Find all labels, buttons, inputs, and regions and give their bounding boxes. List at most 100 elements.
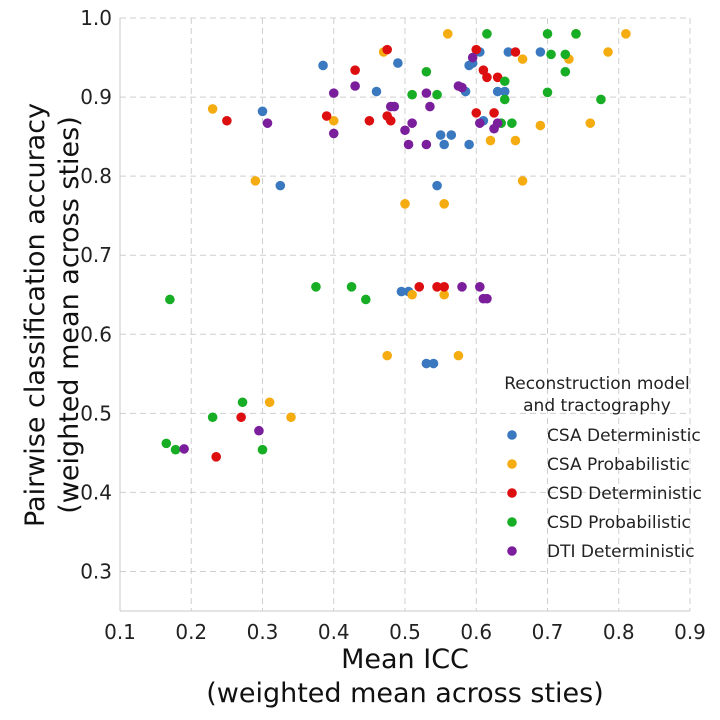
x-axis-title-line1: Mean ICC [341,644,469,675]
point-csa-probabilistic [382,350,392,361]
y-tick-label: 0.8 [80,164,112,188]
point-csa-deterministic [439,139,449,150]
point-csd-deterministic [478,65,489,75]
point-csd-deterministic [439,282,449,292]
point-csd-probabilistic [546,49,556,60]
point-csd-probabilistic [170,444,181,455]
x-tick-label: 0.5 [389,620,421,644]
point-csa-probabilistic [286,412,296,423]
legend-marker-dti-deterministic [507,546,517,556]
point-dti-deterministic [457,282,467,292]
point-csa-probabilistic [328,115,339,126]
point-csd-deterministic [414,282,425,292]
legend-marker-csa-probabilistic [507,459,517,469]
point-csa-deterministic [432,180,442,191]
y-axis-title-line2: (weighted mean across sties) [54,116,85,514]
point-dti-deterministic [467,52,478,63]
y-tick-label: 0.7 [80,243,112,267]
legend-label-dti-deterministic: DTI Deterministic [547,542,695,562]
point-dti-deterministic [328,128,339,139]
point-csa-probabilistic [264,397,275,408]
x-tick-label: 0.1 [104,620,136,644]
point-csd-probabilistic [482,29,492,39]
point-csd-deterministic [350,65,360,75]
legend-items: CSA Deterministic CSA Probabilistic CSD De… [507,426,702,562]
x-tick-label: 0.6 [460,620,492,644]
grid [120,17,691,611]
point-csd-probabilistic [237,397,248,408]
point-csd-probabilistic [432,89,442,100]
point-csa-deterministic [535,47,546,57]
point-csd-deterministic [471,108,482,118]
point-csd-probabilistic [207,412,218,423]
point-dti-deterministic [389,101,400,112]
point-csd-deterministic [471,44,482,55]
y-tick-label: 0.9 [80,85,112,109]
point-csa-probabilistic [510,135,521,146]
y-tick-label: 0.5 [80,401,112,425]
legend-label-csa-probabilistic: CSA Probabilistic [547,455,690,475]
point-csa-probabilistic [250,176,261,186]
point-csa-probabilistic [439,199,449,209]
legend-label-csa-deterministic: CSA Deterministic [547,426,701,446]
point-csd-probabilistic [165,294,175,305]
y-tick-label: 0.4 [80,480,112,504]
legend-title-line1: Reconstruction model [504,374,690,394]
point-csd-deterministic [385,115,396,126]
point-csa-deterministic [428,358,439,369]
y-axis-title-line1: Pairwise classification accuracy [20,103,51,527]
point-csd-probabilistic [257,444,268,455]
point-csd-probabilistic [346,282,357,292]
point-csd-deterministic [489,108,499,118]
point-csa-probabilistic [517,176,528,186]
point-csd-deterministic [482,72,492,83]
point-csa-probabilistic [535,120,546,131]
point-csd-probabilistic [499,76,510,87]
legend: Reconstruction model and tractography CS… [504,374,702,562]
point-csd-deterministic [510,47,521,57]
y-tick-label: 0.3 [80,559,112,583]
legend-marker-csd-deterministic [507,488,517,498]
legend-title-line2: and tractography [523,396,671,416]
point-csd-deterministic [236,412,246,423]
point-csd-probabilistic [161,438,172,449]
x-tick-labels: 0.1 0.2 0.3 0.4 0.5 0.6 0.7 0.8 0.9 [104,620,706,644]
point-csa-probabilistic [439,289,449,300]
point-csd-deterministic [321,111,332,121]
legend-label-csd-deterministic: CSD Deterministic [547,484,702,504]
point-csa-deterministic [503,47,514,57]
point-csa-probabilistic [207,104,218,114]
point-csd-deterministic [382,44,392,55]
point-csa-probabilistic [621,29,631,39]
x-axis-title-line2: (weighted mean across sties) [206,678,604,709]
point-csd-deterministic [492,72,503,83]
legend-marker-csd-probabilistic [507,517,517,527]
point-dti-deterministic [328,88,339,98]
point-csa-deterministic [257,106,268,117]
legend-label-csd-probabilistic: CSD Probabilistic [547,513,691,533]
point-dti-deterministic [425,101,435,112]
point-csd-probabilistic [542,87,553,98]
point-csd-probabilistic [542,29,553,39]
point-dti-deterministic [421,88,432,98]
point-csa-probabilistic [407,289,417,300]
point-dti-deterministic [407,118,417,128]
x-tick-label: 0.7 [532,620,564,644]
point-csd-probabilistic [596,94,606,105]
point-csa-probabilistic [453,350,464,361]
point-csd-deterministic [211,452,221,462]
x-tick-label: 0.9 [674,620,706,644]
point-csd-probabilistic [311,282,321,292]
point-csa-deterministic [396,286,407,297]
point-csa-deterministic [421,358,432,369]
x-tick-label: 0.2 [175,620,207,644]
point-csa-deterministic [446,130,457,140]
point-csd-probabilistic [560,49,571,60]
point-dti-deterministic [492,118,503,128]
point-csd-probabilistic [421,66,432,77]
point-dti-deterministic [403,139,414,150]
point-csd-probabilistic [560,66,571,77]
point-csd-deterministic [364,115,375,126]
axes [119,18,690,612]
